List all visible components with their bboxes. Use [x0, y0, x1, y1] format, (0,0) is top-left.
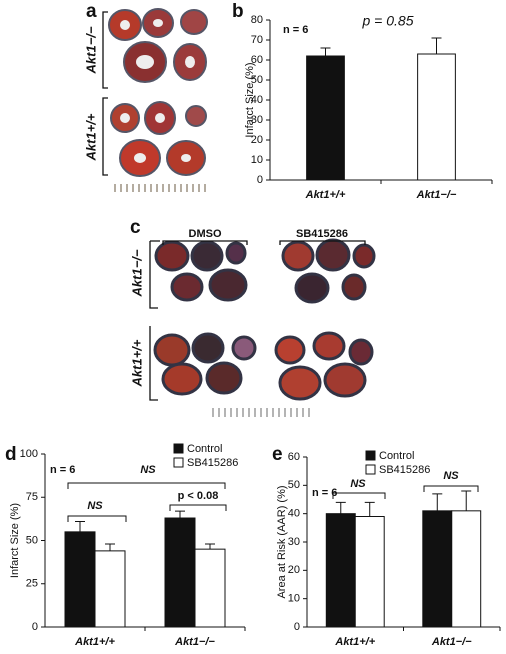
- panel-label: e: [272, 444, 283, 465]
- y-tick-label: 70: [251, 34, 263, 46]
- bracket: [102, 11, 108, 176]
- panel-label: b: [232, 1, 244, 22]
- y-tick-label: 40: [288, 508, 300, 520]
- y-tick-label: 50: [251, 74, 263, 86]
- error-bar: [431, 37, 442, 54]
- y-tick-label: 10: [251, 154, 263, 166]
- scale-ruler-c: [212, 408, 310, 417]
- y-tick-label: 40: [251, 94, 263, 106]
- annotation: NS: [443, 470, 459, 482]
- y-tick-label: 0: [294, 621, 300, 633]
- y-tick-label: 30: [251, 114, 263, 126]
- legend-label: SB415286: [187, 457, 238, 469]
- x-tick-label: Akt1+/+: [334, 636, 375, 648]
- annotation: p = 0.85: [362, 13, 414, 29]
- annotation: p < 0.08: [178, 490, 219, 502]
- y-tick-label: 75: [26, 491, 38, 503]
- scale-ruler-a: [114, 184, 206, 192]
- bar: [422, 510, 453, 628]
- row-label: Akt1−/−: [83, 26, 98, 74]
- row-label: Akt1+/+: [83, 113, 98, 161]
- annotation: NS: [87, 500, 103, 512]
- bar: [325, 513, 356, 628]
- y-tick-label: 80: [251, 14, 263, 26]
- legend-label: SB415286: [379, 464, 430, 476]
- y-tick-label: 25: [26, 578, 38, 590]
- y-axis-label: Area at Risk (AAR) (%): [276, 485, 288, 598]
- legend-swatch: [173, 457, 184, 468]
- lumens-a: [120, 19, 195, 163]
- annotation: n = 6: [283, 24, 308, 36]
- row-label: Akt1+/+: [129, 339, 144, 387]
- x-tick-label: Akt1+/+: [74, 636, 115, 648]
- bar: [94, 550, 126, 628]
- error-bar: [320, 47, 331, 56]
- bar: [194, 548, 226, 628]
- legend-swatch: [173, 443, 184, 454]
- bar: [306, 55, 345, 181]
- error-bar: [335, 501, 346, 514]
- y-tick-label: 50: [288, 479, 300, 491]
- row-label: Akt1−/−: [129, 249, 144, 297]
- annotation: NS: [350, 478, 366, 490]
- bracket: [149, 240, 366, 401]
- error-bar: [205, 543, 215, 550]
- column-label: SB415286: [296, 228, 348, 240]
- x-tick-label: Akt1−/−: [431, 636, 472, 648]
- y-tick-label: 100: [20, 448, 38, 460]
- bracket: [67, 515, 127, 522]
- error-bar: [175, 510, 185, 519]
- y-tick-label: 50: [26, 534, 38, 546]
- y-axis-label: Infarct Size (%): [9, 503, 21, 578]
- bracket: [332, 492, 386, 499]
- y-tick-label: 20: [288, 564, 300, 576]
- bar: [64, 531, 96, 628]
- y-tick-label: 0: [32, 621, 38, 633]
- y-axis-label: Infarct Size (%): [244, 62, 256, 137]
- panel-label: c: [130, 217, 141, 238]
- annotation: NS: [140, 464, 156, 476]
- x-tick-label: Akt1+/+: [305, 189, 346, 201]
- error-bar: [364, 501, 375, 517]
- annotation: n = 6: [312, 487, 337, 499]
- legend-swatch: [365, 450, 376, 461]
- bar: [417, 53, 456, 181]
- bar: [354, 516, 385, 628]
- x-tick-label: Akt1−/−: [416, 189, 457, 201]
- y-tick-label: 10: [288, 593, 300, 605]
- legend-swatch: [365, 464, 376, 475]
- y-tick-label: 60: [288, 451, 300, 463]
- legend-label: Control: [187, 443, 222, 455]
- bar: [451, 510, 482, 628]
- error-bar: [432, 493, 443, 511]
- bracket: [169, 504, 227, 511]
- x-tick-label: Akt1−/−: [174, 636, 215, 648]
- legend-label: Control: [379, 450, 414, 462]
- bracket: [423, 485, 479, 492]
- panel-label: d: [5, 444, 17, 465]
- y-tick-label: 0: [257, 174, 263, 186]
- error-bar: [105, 543, 115, 551]
- bar: [164, 517, 196, 628]
- error-bar: [461, 490, 472, 511]
- error-bar: [75, 520, 85, 532]
- panel-label: a: [86, 1, 97, 22]
- column-label: DMSO: [189, 228, 222, 240]
- y-tick-label: 30: [288, 536, 300, 548]
- heart-slices-a: [108, 8, 208, 177]
- annotation: n = 6: [50, 464, 75, 476]
- heart-slices-c: [153, 238, 376, 401]
- bracket: [67, 482, 226, 489]
- y-tick-label: 20: [251, 134, 263, 146]
- y-tick-label: 60: [251, 54, 263, 66]
